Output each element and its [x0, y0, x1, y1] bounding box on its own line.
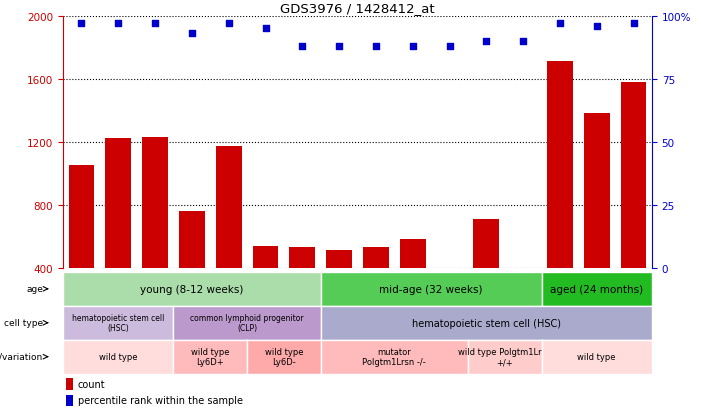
Text: mid-age (32 weeks): mid-age (32 weeks)	[379, 284, 483, 294]
Text: age: age	[26, 285, 43, 294]
Point	[113, 21, 124, 27]
Bar	[66, 395, 74, 406]
Point	[76, 21, 87, 27]
Point	[517, 38, 529, 45]
Text: hematopoietic stem cell
(HSC): hematopoietic stem cell (HSC)	[72, 313, 165, 332]
Text: wild type
Ly6D-: wild type Ly6D-	[265, 347, 303, 366]
Bar	[142, 138, 168, 268]
Bar	[69, 166, 95, 268]
Text: count: count	[78, 379, 105, 389]
Bar	[584, 114, 610, 268]
Bar	[473, 219, 499, 268]
Point	[186, 31, 198, 38]
Bar	[105, 139, 131, 268]
Point	[591, 23, 602, 30]
Text: aged (24 months): aged (24 months)	[550, 284, 644, 294]
Text: mutator
Polgtm1Lrsn -/-: mutator Polgtm1Lrsn -/-	[362, 347, 426, 366]
Bar	[252, 246, 278, 268]
Point	[334, 43, 345, 50]
Point	[407, 43, 418, 50]
Text: common lymphoid progenitor
(CLP): common lymphoid progenitor (CLP)	[190, 313, 304, 332]
Text: young (8-12 weeks): young (8-12 weeks)	[140, 284, 243, 294]
Text: hematopoietic stem cell (HSC): hematopoietic stem cell (HSC)	[411, 318, 561, 328]
Bar	[400, 240, 426, 268]
Bar	[620, 83, 646, 268]
Point	[628, 21, 639, 27]
Point	[297, 43, 308, 50]
Text: wild type: wild type	[99, 352, 137, 361]
Point	[444, 43, 455, 50]
Text: cell type: cell type	[4, 318, 43, 328]
Bar	[290, 248, 315, 268]
Text: percentile rank within the sample: percentile rank within the sample	[78, 396, 243, 406]
Bar	[66, 378, 74, 389]
Text: wild type Polgtm1Lrsn
+/+: wild type Polgtm1Lrsn +/+	[458, 347, 552, 366]
Bar	[216, 146, 242, 268]
Point	[260, 26, 271, 32]
Point	[370, 43, 381, 50]
Text: wild type
Ly6D+: wild type Ly6D+	[191, 347, 229, 366]
Point	[149, 21, 161, 27]
Title: GDS3976 / 1428412_at: GDS3976 / 1428412_at	[280, 2, 435, 15]
Point	[554, 21, 566, 27]
Bar	[363, 248, 389, 268]
Text: wild type: wild type	[578, 352, 616, 361]
Bar	[326, 251, 352, 268]
Bar	[437, 268, 463, 315]
Bar	[547, 62, 573, 268]
Bar	[179, 211, 205, 268]
Bar	[510, 268, 536, 276]
Point	[481, 38, 492, 45]
Point	[223, 21, 234, 27]
Text: genotype/variation: genotype/variation	[0, 352, 43, 361]
